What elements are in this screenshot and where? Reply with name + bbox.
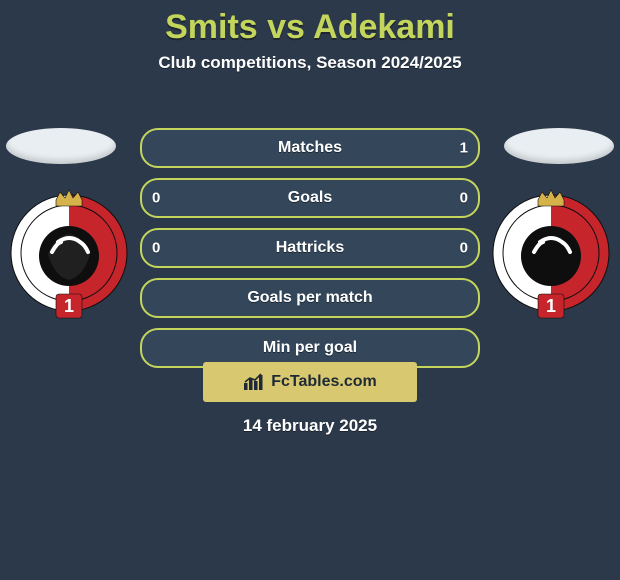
crest-left: 1 xyxy=(4,178,134,328)
stat-right-value: 0 xyxy=(460,190,468,207)
stat-right-value: 0 xyxy=(460,240,468,257)
stat-label: Goals xyxy=(288,189,332,207)
crest-right: 1 xyxy=(486,178,616,328)
stat-row-goals-per-match: Goals per match xyxy=(140,278,480,318)
club-crest-icon: 1 xyxy=(486,178,616,328)
site-name: FcTables.com xyxy=(271,373,377,391)
stat-right-value: 1 xyxy=(460,140,468,157)
stats-block: Matches 1 0 Goals 0 0 Hattricks 0 Goals … xyxy=(140,128,480,378)
stat-row-hattricks: 0 Hattricks 0 xyxy=(140,228,480,268)
stat-left-value: 0 xyxy=(152,240,160,257)
crest-number-left: 1 xyxy=(64,296,74,316)
date-text: 14 february 2025 xyxy=(0,416,620,436)
subtitle: Club competitions, Season 2024/2025 xyxy=(0,53,620,73)
pedestal-left xyxy=(6,128,116,164)
page-title: Smits vs Adekami xyxy=(0,8,620,47)
club-crest-icon: 1 xyxy=(4,178,134,328)
site-badge[interactable]: FcTables.com xyxy=(203,362,417,402)
stat-label: Matches xyxy=(278,139,342,157)
crest-number-right: 1 xyxy=(546,296,556,316)
stat-label: Goals per match xyxy=(247,289,372,307)
stat-left-value: 0 xyxy=(152,190,160,207)
bar-chart-icon xyxy=(243,373,265,391)
stat-row-goals: 0 Goals 0 xyxy=(140,178,480,218)
stat-label: Min per goal xyxy=(263,339,357,357)
stat-row-matches: Matches 1 xyxy=(140,128,480,168)
stat-label: Hattricks xyxy=(276,239,344,257)
comparison-card: Smits vs Adekami Club competitions, Seas… xyxy=(0,8,620,580)
pedestal-right xyxy=(504,128,614,164)
